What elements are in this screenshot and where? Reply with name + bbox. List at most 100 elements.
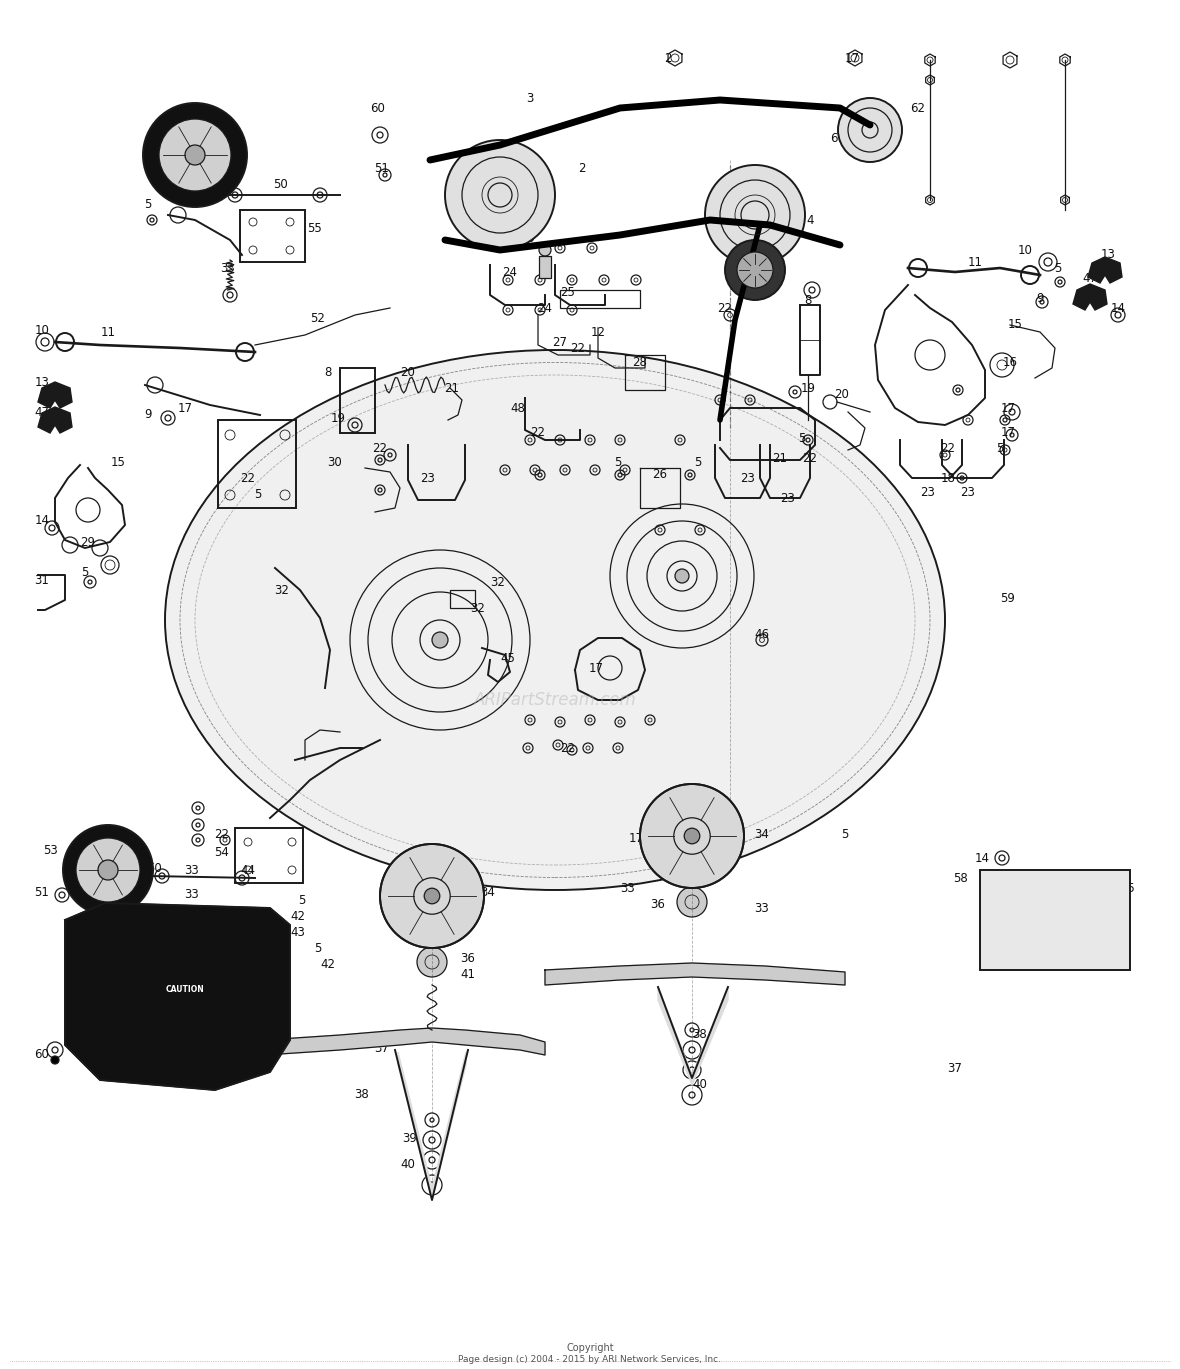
- Text: 14: 14: [975, 852, 990, 864]
- Text: 22: 22: [531, 426, 545, 438]
- Text: 45: 45: [500, 652, 516, 664]
- Text: 5: 5: [144, 199, 152, 211]
- Text: 20: 20: [834, 389, 850, 401]
- Text: 22: 22: [940, 441, 956, 455]
- Circle shape: [417, 947, 447, 977]
- Text: 32: 32: [491, 575, 505, 589]
- Text: 57: 57: [637, 968, 653, 982]
- Text: 22: 22: [802, 452, 818, 464]
- Text: 22: 22: [560, 742, 576, 754]
- Circle shape: [159, 119, 231, 192]
- Circle shape: [76, 838, 140, 902]
- Text: 9: 9: [144, 408, 152, 422]
- Text: 38: 38: [693, 1028, 707, 1042]
- Text: 58: 58: [952, 872, 968, 884]
- Text: 23: 23: [420, 471, 435, 485]
- Text: 5: 5: [255, 489, 262, 501]
- Bar: [1055, 890, 1100, 951]
- Text: 50: 50: [273, 178, 288, 192]
- Text: 25: 25: [560, 286, 576, 298]
- Text: 55: 55: [308, 222, 322, 234]
- Polygon shape: [1073, 283, 1107, 309]
- Bar: [218, 420, 296, 508]
- Circle shape: [539, 244, 551, 256]
- Text: 24: 24: [538, 301, 552, 315]
- Text: 8: 8: [805, 293, 812, 307]
- Text: 22: 22: [653, 816, 668, 828]
- Text: 17: 17: [177, 401, 192, 415]
- Text: 11: 11: [968, 256, 983, 268]
- Text: 53: 53: [184, 134, 199, 146]
- Text: 10: 10: [34, 323, 50, 337]
- Text: 17: 17: [589, 661, 603, 675]
- Text: Page design (c) 2004 - 2015 by ARI Network Services, Inc.: Page design (c) 2004 - 2015 by ARI Netwo…: [459, 1355, 721, 1365]
- Text: 9: 9: [1036, 292, 1044, 304]
- Text: 42: 42: [321, 958, 335, 972]
- Text: 13: 13: [1101, 249, 1115, 261]
- Text: 48: 48: [511, 401, 525, 415]
- Text: 54: 54: [215, 846, 229, 858]
- Polygon shape: [658, 987, 728, 1086]
- Text: 22: 22: [241, 471, 256, 485]
- Text: 51: 51: [374, 162, 389, 174]
- Text: 47: 47: [1082, 271, 1097, 285]
- Text: 23: 23: [961, 486, 976, 498]
- Text: 39: 39: [402, 1132, 418, 1144]
- Polygon shape: [65, 904, 290, 1090]
- Text: 17: 17: [629, 831, 643, 845]
- Text: 3: 3: [526, 92, 533, 104]
- Text: 5: 5: [996, 441, 1004, 455]
- Text: 33: 33: [621, 882, 635, 894]
- Text: 2: 2: [578, 162, 585, 174]
- Text: 15: 15: [111, 456, 125, 468]
- Text: 14: 14: [34, 513, 50, 527]
- Text: 37: 37: [374, 1042, 389, 1054]
- Text: 40: 40: [693, 1079, 708, 1091]
- Text: 50: 50: [148, 861, 163, 875]
- Text: 21: 21: [773, 452, 787, 464]
- Text: 44: 44: [241, 864, 256, 876]
- Polygon shape: [266, 1028, 545, 1055]
- Polygon shape: [398, 1051, 466, 1201]
- Text: 5: 5: [1054, 261, 1062, 275]
- Text: Copyright: Copyright: [566, 1343, 614, 1353]
- Text: 8: 8: [324, 366, 332, 378]
- Text: 16: 16: [1003, 356, 1017, 368]
- Text: 32: 32: [275, 583, 289, 597]
- Text: 43: 43: [290, 925, 306, 939]
- Circle shape: [838, 99, 902, 162]
- Text: 59: 59: [1001, 591, 1016, 605]
- Text: ARIPartStream.com: ARIPartStream.com: [473, 691, 636, 709]
- Text: 31: 31: [34, 574, 50, 586]
- Text: 20: 20: [400, 366, 415, 378]
- Text: 53: 53: [42, 843, 58, 857]
- Circle shape: [675, 570, 689, 583]
- Circle shape: [380, 845, 484, 947]
- Text: 5: 5: [314, 942, 322, 954]
- Text: 32: 32: [204, 186, 219, 199]
- Text: 33: 33: [184, 888, 199, 902]
- Circle shape: [445, 140, 555, 251]
- Text: 5: 5: [299, 894, 306, 906]
- Text: 34: 34: [754, 828, 769, 842]
- Circle shape: [98, 860, 118, 880]
- Polygon shape: [545, 962, 845, 986]
- Bar: [981, 871, 1130, 971]
- Text: 60: 60: [34, 1049, 50, 1061]
- Circle shape: [738, 252, 773, 287]
- Circle shape: [51, 1055, 59, 1064]
- Text: 10: 10: [1017, 244, 1032, 256]
- Text: 11: 11: [100, 326, 116, 338]
- Text: 40: 40: [400, 1158, 415, 1172]
- Text: 51: 51: [34, 886, 50, 898]
- Text: 61: 61: [831, 131, 846, 145]
- Text: 2: 2: [664, 52, 671, 64]
- Text: 34: 34: [480, 886, 496, 898]
- Circle shape: [424, 888, 440, 904]
- Text: 22: 22: [717, 301, 733, 315]
- Text: 24: 24: [503, 266, 518, 278]
- Circle shape: [143, 103, 247, 207]
- Polygon shape: [1088, 257, 1122, 283]
- Text: 4: 4: [806, 214, 814, 226]
- Text: 49: 49: [520, 231, 536, 245]
